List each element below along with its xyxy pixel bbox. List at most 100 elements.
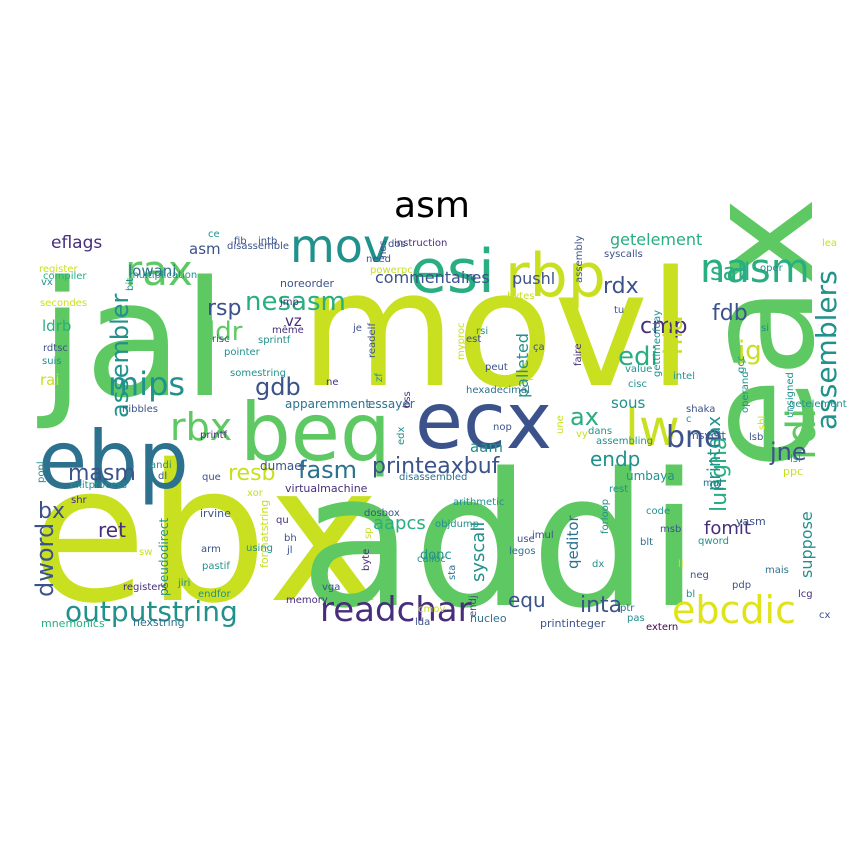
word-addi: addi: [300, 433, 700, 649]
word-irvine: irvine: [200, 507, 231, 520]
word-cmp: cmp: [640, 314, 688, 339]
word-registers: registers: [123, 582, 167, 593]
word-bytes: bytes: [507, 291, 535, 302]
word-msvcrt: msvcrt: [688, 429, 727, 442]
word-apparemment: apparemment: [285, 397, 370, 411]
word-endfor: endfor: [198, 589, 231, 600]
word-vx: vx: [41, 277, 53, 288]
word-ebp: ebp: [38, 414, 189, 507]
word-cisc: cisc: [628, 379, 647, 390]
word-rsi: rsi: [476, 326, 488, 337]
word-essayer: essayer: [368, 397, 415, 411]
word-assembler: assembler: [106, 293, 134, 418]
word-lowani: lowani: [128, 262, 176, 280]
word-dl: dl: [158, 471, 167, 482]
word-powerpc: powerpc: [370, 265, 413, 276]
word-imul: imul: [532, 530, 554, 541]
word-cx: cx: [819, 610, 830, 621]
word-using: using: [246, 543, 273, 554]
word-readchar: readchar: [320, 590, 472, 630]
word-neg: neg: [690, 570, 709, 581]
word-edx: edx: [396, 427, 407, 446]
word-mul: mul: [703, 478, 722, 489]
word-lda: lda: [415, 617, 430, 628]
word-getelement: getelement: [789, 399, 847, 410]
word-operand: operand: [740, 371, 751, 413]
word-pointer: pointer: [224, 347, 261, 358]
word-like: like: [525, 364, 536, 381]
word-umbaya: umbaya: [626, 469, 675, 483]
word-jl: jl: [286, 545, 293, 556]
word-getelement: getelement: [610, 230, 702, 249]
word-register: register: [39, 264, 78, 275]
word-faire: faire: [573, 344, 584, 366]
word-exitprocess: exitprocess: [70, 480, 127, 491]
word-nop: nop: [493, 422, 512, 433]
word-ppc: ppc: [783, 465, 803, 478]
word-extern: extern: [646, 622, 678, 633]
word-bit: bit: [125, 278, 136, 291]
word-outputstring: outputstring: [65, 595, 238, 628]
word-oper: oper: [760, 263, 784, 274]
word-c: c: [686, 414, 692, 425]
word-pas: pas: [627, 613, 645, 624]
word-mais: mais: [765, 565, 789, 576]
word-je: je: [352, 323, 362, 334]
word-dword: dword: [31, 523, 59, 597]
word-arm: arm: [201, 544, 221, 555]
word-suis: suis: [42, 356, 62, 367]
word-disassembled: disassembled: [399, 472, 467, 483]
word-que: que: [202, 472, 221, 483]
word-vz: vz: [285, 312, 302, 330]
word-formatstring: formatstring: [258, 500, 271, 568]
word-palleted: palleted: [513, 333, 532, 398]
word-pushl: pushl: [512, 269, 555, 288]
word-fdb: fdb: [712, 301, 748, 326]
word-rbx: rbx: [170, 405, 232, 449]
word-li: li: [678, 559, 684, 570]
word-nucleo: nucleo: [470, 612, 507, 625]
word-gcc: gcc: [736, 356, 747, 373]
word-calloc: calloc: [417, 554, 446, 565]
word-printeaxbuf: printeaxbuf: [372, 454, 501, 479]
word-syscalls: syscalls: [604, 249, 643, 260]
word-blt: blt: [640, 537, 653, 548]
word-lsb: lsb: [749, 432, 763, 443]
word-suppose: suppose: [797, 511, 816, 578]
word-msb: msb: [660, 524, 681, 535]
word-shr: shr: [71, 495, 88, 506]
word-assembly: assembly: [574, 235, 585, 283]
word-equ: equ: [508, 588, 546, 612]
word-pdp: pdp: [732, 580, 751, 591]
word-ce: ce: [208, 229, 220, 240]
word-jal: jal: [37, 246, 227, 433]
word-pseudodirect: pseudodirect: [157, 518, 171, 596]
word-sta: sta: [447, 565, 458, 580]
word-vy: vy: [576, 429, 588, 440]
word-ax: ax: [570, 403, 599, 431]
word-hexstring: hexstring: [133, 616, 185, 629]
word-code: code: [646, 506, 670, 517]
word-xor: xor: [247, 488, 264, 499]
word-esi: esi: [410, 237, 495, 307]
word-beq: beq: [240, 386, 391, 479]
word-fib: fib: [234, 236, 247, 247]
word-sous: sous: [611, 394, 645, 412]
word-endj: endj: [468, 595, 479, 617]
word-ne: ne: [326, 377, 339, 388]
word-rsp: rsp: [207, 296, 241, 321]
word-dx: dx: [592, 559, 604, 570]
word-sall: sall: [710, 258, 751, 286]
word-masm: masm: [68, 461, 136, 486]
word-nes: nes: [378, 240, 389, 258]
word-dumael: dumael: [260, 459, 305, 473]
word-ca: ça: [533, 342, 545, 353]
word-qword: qword: [698, 536, 729, 547]
word-bh: bh: [284, 533, 297, 544]
word-instruction: instruction: [394, 238, 447, 249]
word-rai: rai: [40, 371, 60, 389]
word-rdi: rdi: [779, 408, 825, 460]
word-jg: jg: [737, 336, 762, 366]
word-unsigned: unsigned: [785, 372, 796, 418]
